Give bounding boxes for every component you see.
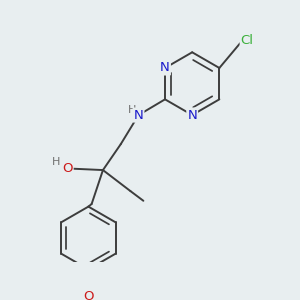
Text: N: N [187, 109, 197, 122]
Text: N: N [160, 61, 170, 74]
Text: O: O [62, 162, 73, 175]
Text: O: O [83, 290, 94, 300]
Text: N: N [134, 109, 143, 122]
Text: H: H [52, 157, 60, 167]
Text: H: H [128, 105, 136, 115]
Text: Cl: Cl [241, 34, 254, 47]
